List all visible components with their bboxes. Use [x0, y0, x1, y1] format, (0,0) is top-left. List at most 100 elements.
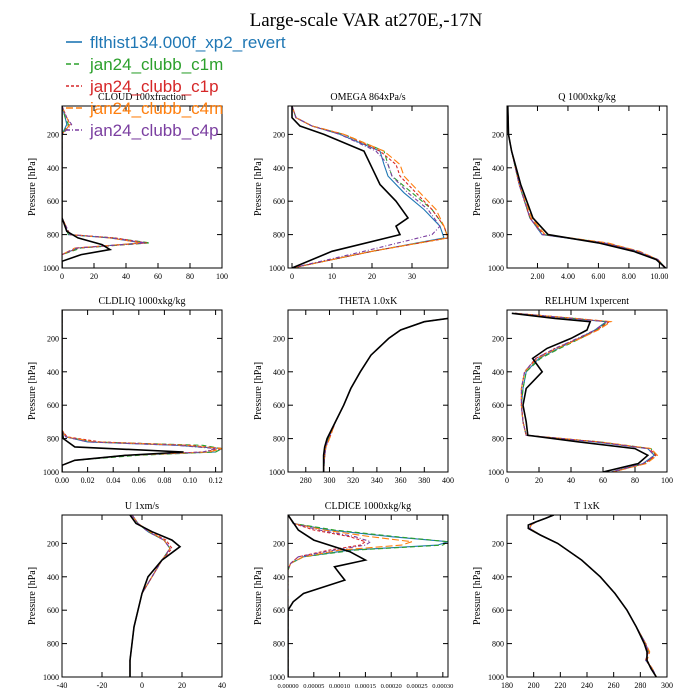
y-axis-label: Pressure [hPa]	[27, 362, 38, 420]
y-tick-label: 400	[492, 368, 504, 377]
y-tick-label: 400	[273, 368, 285, 377]
y-tick-label: 600	[47, 197, 59, 206]
x-tick-label: 20	[535, 476, 543, 485]
x-tick-label: 2.00	[530, 272, 544, 281]
y-tick-label: 200	[492, 130, 504, 139]
series-line-2	[507, 106, 666, 268]
legend-entry: jan24_clubb_c4p	[89, 121, 219, 140]
y-tick-label: 600	[492, 606, 504, 615]
x-tick-label: 0.02	[81, 476, 95, 485]
panel-title: OMEGA 864xPa/s	[330, 92, 405, 103]
panel-3: Q 1000xkg/kg Pressure [hPa] 200 400 600 800 10…	[472, 92, 668, 281]
x-tick-label: 180	[501, 681, 513, 690]
x-tick-label: 40	[218, 681, 226, 690]
x-tick-label: 0.08	[157, 476, 171, 485]
series-line-1	[291, 106, 445, 268]
x-tick-label: 280	[300, 476, 312, 485]
y-axis-label: Pressure [hPa]	[253, 158, 264, 216]
x-tick-label: 280	[634, 681, 646, 690]
plot-frame	[506, 309, 668, 473]
series-line-1	[288, 515, 448, 677]
y-tick-label: 200	[273, 130, 285, 139]
series-line-6	[62, 106, 113, 268]
panel-title: CLDICE 1000xkg/kg	[325, 501, 411, 512]
plot-frame	[287, 309, 449, 473]
series-line-5	[288, 515, 372, 677]
x-tick-label: 8.00	[622, 272, 636, 281]
panel-title: U 1xm/s	[125, 501, 159, 512]
x-tick-label: 60	[599, 476, 607, 485]
x-tick-label: 300	[661, 681, 673, 690]
series-line-6	[291, 106, 410, 268]
y-tick-label: 600	[492, 197, 504, 206]
x-tick-label: 0.00	[55, 476, 69, 485]
y-tick-label: 1000	[269, 673, 285, 682]
plot-frame	[287, 105, 449, 269]
x-tick-label: 0	[140, 681, 144, 690]
x-tick-label: 380	[418, 476, 430, 485]
y-tick-label: 800	[273, 231, 285, 240]
y-tick-label: 1000	[43, 468, 59, 477]
x-tick-label: 0.12	[209, 476, 223, 485]
x-tick-label: 0	[290, 272, 294, 281]
series-line-6	[507, 106, 667, 268]
x-tick-label: 400	[442, 476, 454, 485]
x-tick-label: 30	[408, 272, 416, 281]
x-tick-label: 40	[122, 272, 130, 281]
x-tick-label: 0.00025	[406, 683, 427, 690]
series-line-5	[507, 106, 666, 268]
x-tick-label: 100	[661, 476, 673, 485]
series-line-3	[291, 106, 448, 268]
series-line-2	[288, 515, 448, 677]
panel-5: THETA 1.0xK Pressure [hPa] 200 400 600 800 100…	[253, 296, 454, 485]
series-line-6	[62, 310, 184, 472]
y-tick-label: 800	[47, 640, 59, 649]
y-tick-label: 1000	[488, 264, 504, 273]
x-tick-label: 0.00015	[355, 683, 376, 690]
y-axis-label: Pressure [hPa]	[27, 158, 38, 216]
y-axis-label: Pressure [hPa]	[472, 567, 483, 625]
plot-frame	[506, 514, 668, 678]
y-axis-label: Pressure [hPa]	[27, 567, 38, 625]
y-tick-label: 200	[273, 334, 285, 343]
series-line-3	[129, 515, 173, 677]
y-axis-label: Pressure [hPa]	[472, 158, 483, 216]
plot-frame	[61, 105, 223, 269]
series-line-2	[291, 106, 448, 268]
series-line-3	[288, 515, 367, 677]
y-tick-label: 600	[47, 401, 59, 410]
y-tick-label: 1000	[269, 264, 285, 273]
y-tick-label: 800	[492, 435, 504, 444]
panel-title: CLOUD 100xfraction	[98, 92, 186, 103]
panel-title: T 1xK	[574, 501, 600, 512]
y-tick-label: 800	[47, 231, 59, 240]
series-line-6	[129, 515, 182, 677]
series-line-6	[511, 312, 650, 472]
y-tick-label: 400	[47, 164, 59, 173]
y-tick-label: 200	[47, 334, 59, 343]
y-tick-label: 200	[492, 539, 504, 548]
series-line-1	[507, 106, 666, 268]
x-tick-label: 320	[347, 476, 359, 485]
legend-entry: jan24_clubb_c1p	[89, 77, 219, 96]
panel-title: THETA 1.0xK	[339, 296, 398, 307]
panel-title: RELHUM 1xpercent	[545, 296, 629, 307]
x-tick-label: 10.00	[650, 272, 668, 281]
y-tick-label: 200	[492, 334, 504, 343]
y-tick-label: 1000	[269, 468, 285, 477]
y-tick-label: 400	[492, 164, 504, 173]
series-line-4	[288, 515, 413, 677]
series-line-6	[527, 515, 657, 677]
y-tick-label: 400	[273, 164, 285, 173]
y-tick-label: 400	[492, 573, 504, 582]
x-tick-label: 0.00030	[432, 683, 453, 690]
x-tick-label: 20	[178, 681, 186, 690]
y-tick-label: 400	[47, 368, 59, 377]
series-line-3	[507, 106, 666, 268]
x-tick-label: 40	[567, 476, 575, 485]
